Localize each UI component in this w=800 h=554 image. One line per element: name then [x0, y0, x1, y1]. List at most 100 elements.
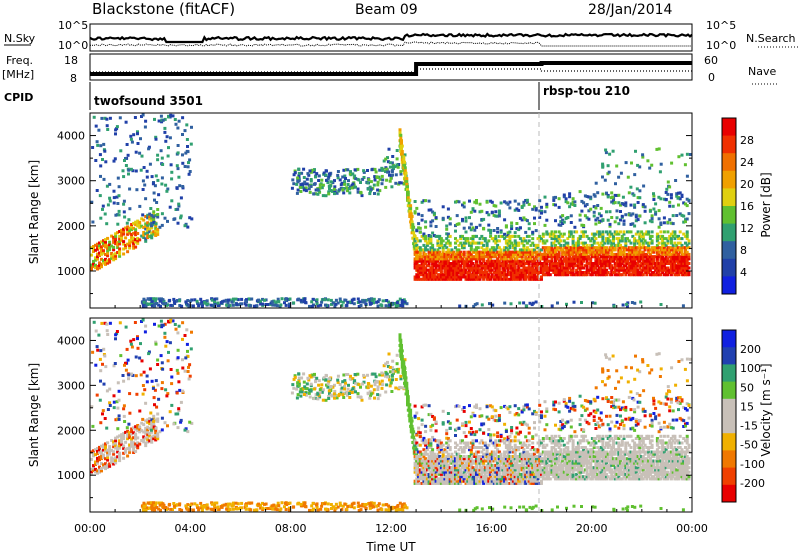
power-cell: [543, 268, 547, 272]
power-cell: [420, 277, 424, 281]
cpid-label: CPID: [4, 91, 33, 104]
power-cell: [657, 195, 661, 199]
power-cell: [503, 271, 507, 274]
velocity-cell: [142, 423, 146, 427]
colorbar-tick-label: 16: [740, 200, 754, 213]
power-cell: [354, 185, 357, 189]
power-cell: [513, 273, 517, 277]
power-cell: [399, 133, 403, 137]
power-cell: [409, 212, 413, 216]
velocity-cell: [398, 333, 402, 337]
power-cell: [659, 221, 663, 225]
power-cell: [540, 248, 543, 252]
power-cell: [550, 246, 554, 250]
power-cell: [583, 252, 587, 256]
power-cell: [592, 210, 596, 214]
power-cell: [150, 175, 154, 179]
power-cell: [98, 254, 101, 257]
power-cell: [226, 301, 230, 305]
velocity-cell: [170, 375, 174, 379]
velocity-cell: [178, 508, 182, 511]
power-cell: [525, 275, 529, 279]
power-cell: [450, 257, 454, 261]
power-cell: [122, 252, 126, 256]
power-cell: [664, 237, 668, 241]
velocity-cell: [183, 369, 187, 373]
power-cell: [488, 302, 491, 306]
power-cell: [462, 237, 466, 241]
power-cell: [599, 259, 603, 263]
power-cell: [677, 259, 680, 263]
power-cell: [554, 252, 557, 256]
power-cell: [655, 259, 659, 263]
power-cell: [555, 271, 559, 274]
power-cell: [561, 234, 565, 238]
power-cell: [475, 234, 478, 238]
power-cell: [162, 302, 166, 306]
power-cell: [148, 222, 152, 226]
power-cell: [152, 297, 155, 301]
velocity-cell: [348, 392, 351, 395]
power-cell: [420, 271, 424, 274]
power-cell: [371, 167, 375, 171]
velocity-cell: [175, 391, 179, 395]
power-cell: [562, 195, 566, 199]
power-cell: [501, 266, 505, 270]
power-cell: [142, 297, 146, 301]
power-cell: [499, 264, 503, 268]
power-cell: [494, 237, 498, 241]
velocity-cell: [375, 504, 379, 508]
power-cell: [497, 268, 501, 272]
power-cell: [473, 228, 477, 232]
power-cell: [438, 273, 442, 277]
power-cell: [622, 252, 626, 256]
power-cell: [395, 163, 399, 167]
power-cell: [424, 246, 428, 250]
power-cell: [106, 128, 110, 131]
velocity-cell: [125, 347, 129, 351]
power-cell: [213, 301, 217, 305]
power-cell: [441, 266, 445, 270]
power-cell: [304, 182, 308, 186]
velocity-cell: [152, 396, 156, 400]
power-cell: [631, 273, 635, 277]
power-cell: [503, 252, 507, 256]
power-cell: [622, 248, 626, 252]
power-cell: [571, 264, 575, 268]
power-cell: [138, 151, 142, 155]
power-cell: [538, 255, 542, 259]
velocity-cell: [134, 442, 138, 446]
power-cell: [659, 264, 663, 268]
colorbar-swatch: [722, 135, 736, 154]
power-cell: [264, 298, 268, 302]
velocity-cell: [108, 321, 112, 325]
power-cell: [685, 257, 689, 261]
velocity-cell: [156, 437, 160, 441]
power-cell: [146, 216, 150, 220]
power-cell: [561, 248, 565, 252]
velocity-cell: [190, 421, 194, 425]
power-cell: [591, 301, 595, 305]
power-cell: [585, 268, 589, 272]
velocity-cell: [304, 505, 308, 509]
power-cell: [559, 259, 563, 263]
power-cell: [106, 246, 110, 250]
power-cell: [554, 203, 557, 207]
power-cell: [680, 246, 684, 250]
power-cell: [545, 255, 549, 259]
power-cell: [275, 304, 279, 308]
power-cell: [489, 234, 493, 238]
power-cell: [687, 266, 691, 270]
power-cell: [197, 304, 201, 308]
power-cell: [627, 255, 631, 259]
power-cell: [489, 277, 493, 281]
power-cell: [237, 303, 240, 307]
power-cell: [669, 257, 673, 261]
power-cell: [529, 271, 533, 274]
power-cell: [643, 268, 647, 272]
power-cell: [497, 252, 501, 256]
power-cell: [619, 266, 622, 270]
power-cell: [515, 227, 519, 231]
velocity-cell: [186, 370, 190, 373]
power-cell: [499, 230, 503, 234]
